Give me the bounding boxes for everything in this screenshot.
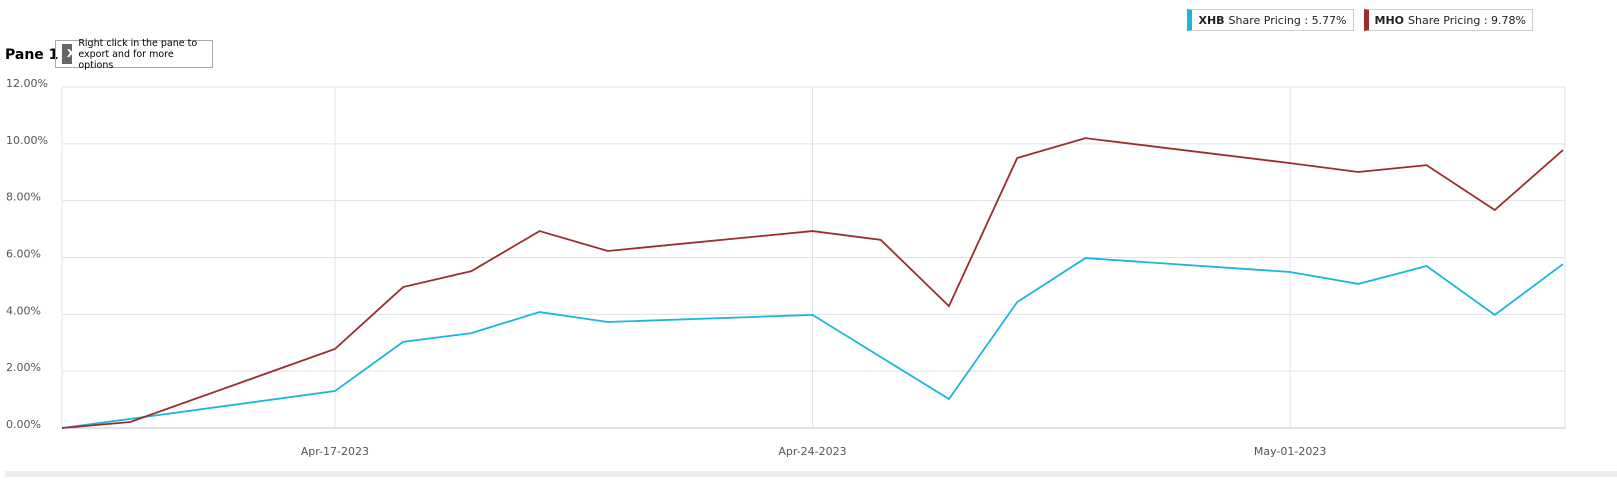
excel-icon: X <box>62 44 73 64</box>
y-tick-label: 0.00% <box>6 418 41 431</box>
y-tick-label: 12.00% <box>6 77 48 90</box>
pane-label: Pane 1 <box>5 47 59 63</box>
export-hint-text: Right click in the pane to export and fo… <box>78 37 198 71</box>
legend: XHB Share Pricing : 5.77% MHO Share Pricing… <box>1187 9 1533 31</box>
legend-name: XHB <box>1198 13 1225 27</box>
legend-entry[interactable]: XHB Share Pricing : 5.77% <box>1187 9 1354 31</box>
legend-text: Share Pricing : 5.77% <box>1228 13 1347 27</box>
series-line <box>61 137 1564 429</box>
scroll-bar <box>5 471 1617 477</box>
legend-entry[interactable]: MHO Share Pricing : 9.78% <box>1363 9 1533 31</box>
y-tick-label: 6.00% <box>6 248 41 261</box>
legend-text: Share Pricing : 9.78% <box>1408 13 1526 27</box>
series-line <box>61 257 1564 429</box>
chart: 0.00% 2.00% 4.00% 6.00% 8.00% 10.00% 12.00% Apr… <box>6 77 1566 458</box>
export-hint[interactable]: X Right click in the pane to export and … <box>55 37 213 71</box>
legend-name: MHO <box>1374 13 1405 27</box>
y-tick-label: 8.00% <box>6 191 41 204</box>
x-tick-label: Apr-17-2023 <box>301 445 369 458</box>
x-tick-label: Apr-24-2023 <box>778 445 846 458</box>
y-tick-label: 4.00% <box>6 304 41 317</box>
y-tick-label: 10.00% <box>6 134 48 147</box>
x-tick-label: May-01-2023 <box>1254 445 1326 458</box>
y-tick-label: 2.00% <box>6 361 41 374</box>
svg-text:X: X <box>67 47 72 60</box>
